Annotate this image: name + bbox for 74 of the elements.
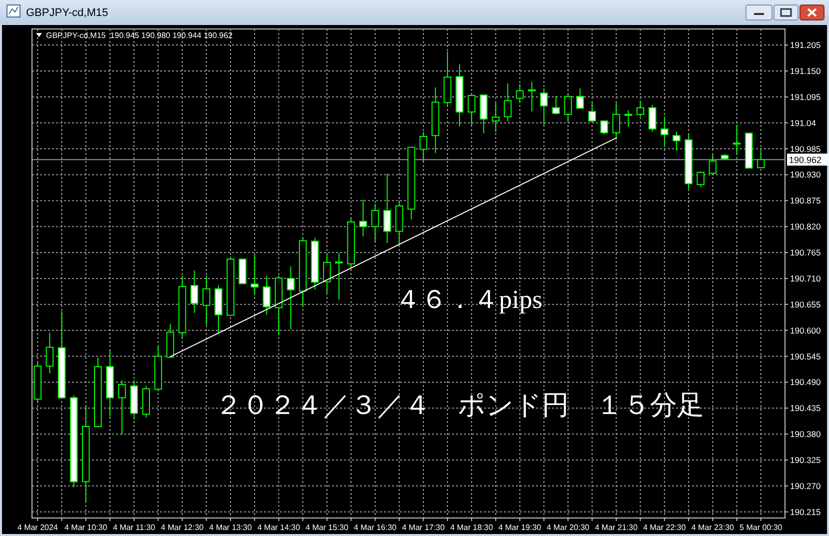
x-tick-label: 4 Mar 2024 [17, 523, 58, 532]
y-tick-label: 191.095 [790, 92, 821, 102]
y-tick-label: 190.710 [790, 273, 821, 284]
candlestick [202, 275, 210, 326]
candlestick [636, 100, 644, 118]
y-tick-label: 191.150 [790, 66, 821, 76]
y-tick-label: 190.215 [790, 506, 821, 517]
candlestick [335, 252, 343, 300]
candlestick [624, 110, 632, 128]
x-tick-label: 4 Mar 12:30 [160, 523, 204, 532]
y-tick-label: 190.380 [790, 429, 821, 440]
candlestick [286, 266, 295, 330]
candlestick [190, 270, 198, 314]
candlestick [504, 82, 512, 122]
candlestick [262, 275, 271, 316]
y-tick-label: 190.545 [790, 351, 821, 362]
candlestick [492, 102, 500, 132]
chart-subtitle: GBPJPY-cd,M15 190.945 190.980 190.944 190.962 [46, 31, 234, 40]
y-tick-label: 190.600 [790, 325, 821, 336]
y-tick-label: 190.930 [790, 170, 821, 180]
candlestick [757, 150, 765, 169]
x-tick-label: 4 Mar 11:30 [113, 523, 156, 532]
candlestick [576, 88, 584, 109]
x-tick-label: 5 Mar 00:30 [740, 523, 783, 532]
candlestick [371, 203, 380, 242]
candlestick [612, 102, 620, 140]
candlestick [672, 131, 680, 152]
y-tick-label: 190.325 [790, 455, 821, 465]
x-tick-label: 4 Mar 20:30 [546, 523, 590, 532]
y-tick-label: 190.490 [790, 377, 821, 388]
candlestick [588, 102, 596, 122]
y-tick-label: 190.435 [790, 403, 821, 414]
candlestick [552, 95, 560, 115]
y-tick-label: 191.04 [790, 118, 816, 128]
x-tick-label: 4 Mar 16:30 [354, 523, 398, 532]
y-tick-label: 190.985 [790, 144, 821, 154]
candlestick [540, 88, 548, 126]
y-tick-label: 190.270 [790, 480, 821, 491]
x-tick-label: 4 Mar 10:30 [64, 523, 108, 532]
candlestick [359, 199, 367, 237]
candlestick [660, 116, 668, 146]
candlestick [564, 94, 572, 122]
annotation: ２０２４／３／４ ポンド円 １５分足 [215, 390, 704, 420]
candlestick [528, 81, 536, 112]
candlestick [600, 120, 608, 136]
candlestick [732, 124, 741, 156]
y-tick-label: 190.765 [790, 248, 821, 258]
candlestick [648, 104, 656, 132]
x-tick-label: 4 Mar 17:30 [402, 523, 446, 532]
y-tick-label: 190.655 [790, 299, 821, 310]
ref-line-label: 190.962 [789, 155, 822, 166]
x-tick-label: 4 Mar 18:30 [450, 523, 494, 532]
y-tick-label: 191.205 [790, 40, 821, 50]
candlestick [118, 380, 126, 436]
y-tick-label: 190.875 [790, 196, 821, 206]
candlestick [46, 332, 54, 374]
candlestick [516, 84, 524, 104]
x-tick-label: 4 Mar 15:30 [306, 523, 349, 532]
candlestick [323, 252, 331, 294]
x-tick-label: 4 Mar 19:30 [498, 523, 542, 532]
annotation: ４６．４pips [395, 285, 542, 314]
x-tick-label: 4 Mar 21:30 [594, 523, 638, 532]
candlestick [419, 131, 428, 162]
y-tick-label: 190.820 [790, 222, 821, 232]
candlestick [708, 154, 717, 176]
x-tick-label: 4 Mar 22:30 [643, 523, 686, 532]
candlestick [468, 92, 476, 126]
x-tick-label: 4 Mar 14:30 [257, 523, 301, 532]
candlestick [250, 254, 258, 295]
candlestick [696, 170, 704, 188]
x-tick-label: 4 Mar 23:30 [691, 523, 735, 532]
x-tick-label: 4 Mar 13:30 [209, 523, 252, 532]
chart-title: GBPJPY-cd,M15 [26, 7, 108, 19]
candlestick [383, 173, 392, 244]
